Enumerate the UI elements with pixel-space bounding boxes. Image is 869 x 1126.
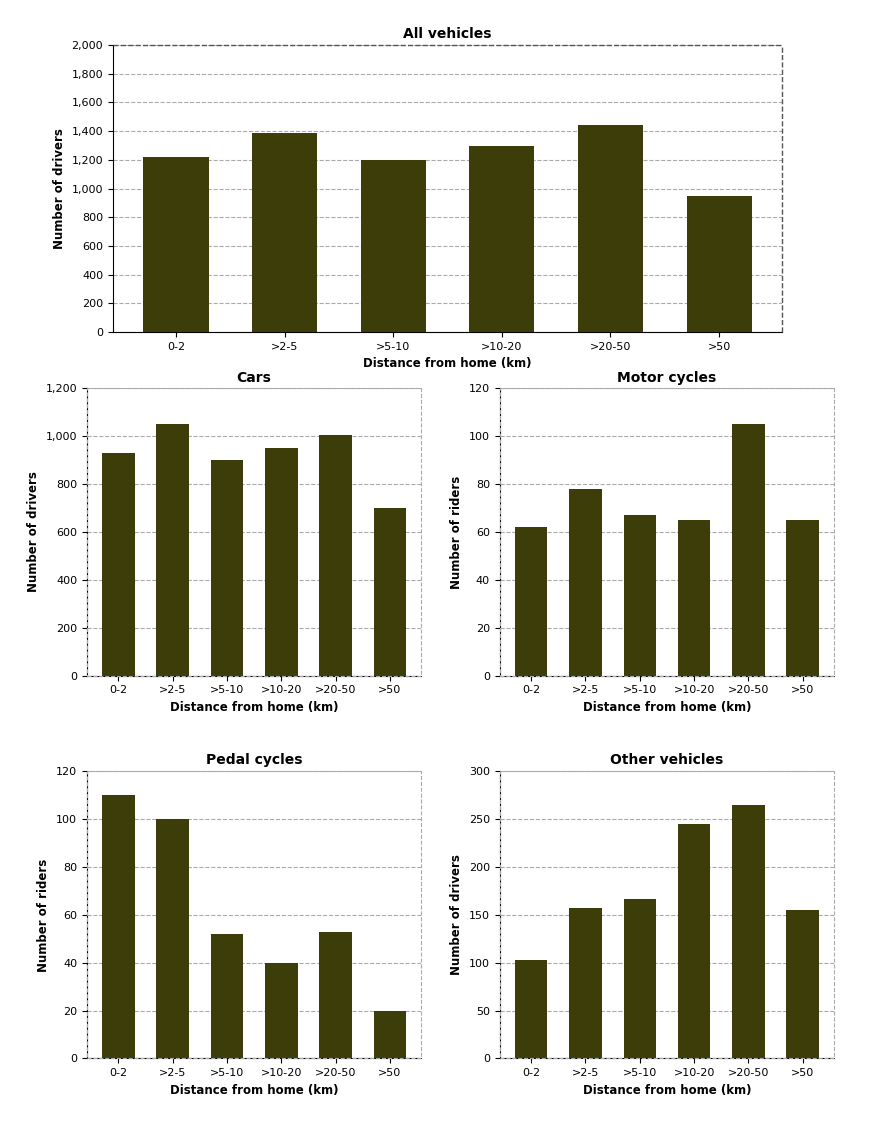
X-axis label: Distance from home (km): Distance from home (km): [583, 1083, 751, 1097]
Title: All vehicles: All vehicles: [403, 27, 492, 41]
Bar: [374, 508, 406, 676]
Bar: [103, 453, 135, 676]
Title: Motor cycles: Motor cycles: [617, 370, 717, 384]
Bar: [361, 160, 426, 332]
Bar: [569, 489, 601, 676]
Bar: [374, 1011, 406, 1058]
Bar: [786, 910, 819, 1058]
Bar: [319, 931, 352, 1058]
Bar: [687, 196, 752, 332]
Bar: [156, 820, 189, 1058]
Bar: [569, 909, 601, 1058]
Bar: [265, 448, 297, 676]
Y-axis label: Number of drivers: Number of drivers: [450, 855, 463, 975]
Bar: [143, 157, 209, 332]
Bar: [732, 425, 765, 676]
Bar: [469, 145, 534, 332]
Bar: [319, 435, 352, 676]
Bar: [210, 461, 243, 676]
Bar: [786, 520, 819, 676]
Bar: [732, 805, 765, 1058]
X-axis label: Distance from home (km): Distance from home (km): [170, 1083, 338, 1097]
Bar: [678, 520, 711, 676]
Bar: [623, 899, 656, 1058]
Bar: [210, 935, 243, 1058]
X-axis label: Distance from home (km): Distance from home (km): [583, 700, 751, 714]
Bar: [678, 824, 711, 1058]
Bar: [156, 425, 189, 676]
Bar: [265, 963, 297, 1058]
Title: Cars: Cars: [236, 370, 272, 384]
Title: Pedal cycles: Pedal cycles: [206, 753, 302, 767]
X-axis label: Distance from home (km): Distance from home (km): [363, 357, 532, 370]
Bar: [514, 527, 547, 676]
Bar: [514, 959, 547, 1058]
Title: Other vehicles: Other vehicles: [610, 753, 724, 767]
Y-axis label: Number of riders: Number of riders: [37, 858, 50, 972]
X-axis label: Distance from home (km): Distance from home (km): [170, 700, 338, 714]
Bar: [578, 125, 643, 332]
Bar: [623, 516, 656, 676]
Bar: [103, 795, 135, 1058]
Y-axis label: Number of drivers: Number of drivers: [27, 472, 40, 592]
Y-axis label: Number of drivers: Number of drivers: [53, 128, 66, 249]
Y-axis label: Number of riders: Number of riders: [450, 475, 463, 589]
Bar: [252, 133, 317, 332]
